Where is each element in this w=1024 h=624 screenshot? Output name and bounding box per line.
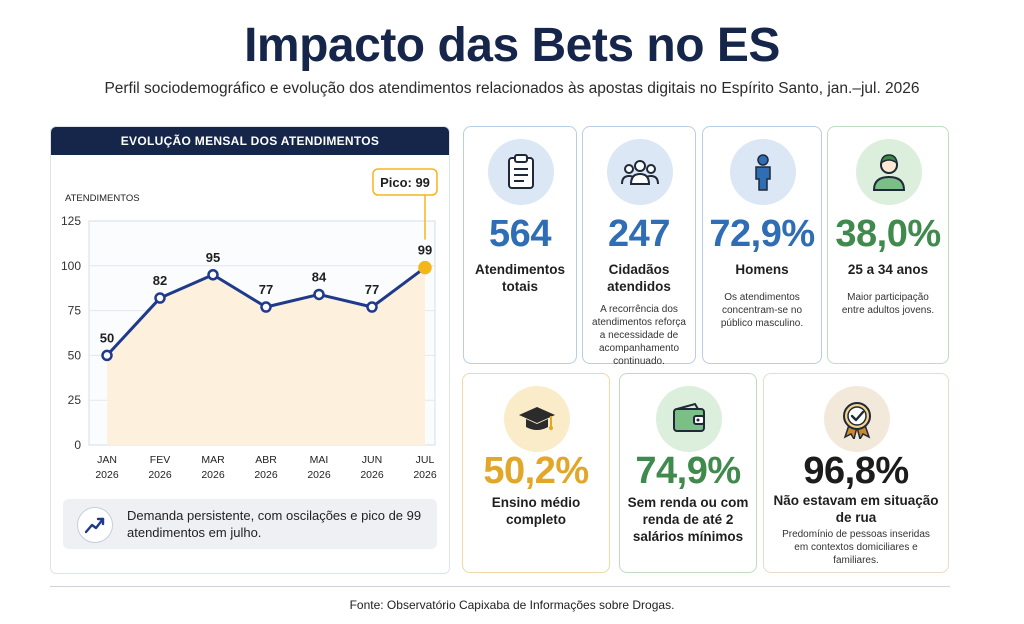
stat-value: 564 bbox=[489, 213, 551, 255]
data-label: 77 bbox=[365, 282, 379, 297]
x-tick-label: JUN bbox=[362, 454, 382, 466]
stat-card-escolaridade: 50,2% Ensino médio completo bbox=[462, 373, 610, 573]
stat-value: 50,2% bbox=[483, 450, 589, 492]
y-tick-label: 100 bbox=[61, 259, 81, 273]
y-tick-label: 125 bbox=[61, 214, 81, 228]
x-tick-label: ABR bbox=[255, 454, 277, 466]
stat-label: 25 a 34 anos bbox=[847, 262, 929, 277]
x-tick-label: MAI bbox=[310, 454, 329, 466]
data-label: 77 bbox=[259, 282, 273, 297]
data-label: 95 bbox=[206, 250, 220, 265]
stat-card-situacao-rua: 96,8% Não estavam em situação de rua Pre… bbox=[763, 373, 949, 573]
chart-note: Demanda persistente, com oscilações e pi… bbox=[63, 499, 437, 549]
x-tick-year-label: 2026 bbox=[148, 469, 172, 481]
footer-source: Fonte: Observatório Capixaba de Informaç… bbox=[349, 598, 675, 612]
x-tick-year-label: 2026 bbox=[254, 469, 278, 481]
stat-label: Sem renda ou com renda de até 2 salários… bbox=[627, 495, 749, 544]
stat-card-faixa-etaria: 38,0% 25 a 34 anos Maior participação en… bbox=[827, 126, 949, 364]
data-label: 84 bbox=[312, 269, 327, 284]
y-axis-label: ATENDIMENTOS bbox=[65, 193, 140, 204]
chart-panel: EVOLUÇÃO MENSAL DOS ATENDIMENTOS ATENDIM… bbox=[50, 126, 450, 574]
peak-callout-label: Pico: 99 bbox=[380, 175, 430, 190]
people-group-icon bbox=[607, 139, 673, 205]
footer-divider bbox=[50, 586, 950, 587]
page-title: Impacto das Bets no ES bbox=[244, 19, 780, 72]
line-chart: ATENDIMENTOS 0 25 50 75 100 125 Pico: 99 50 JAN 20… bbox=[61, 168, 438, 481]
stat-description: A recorrência dos atendimentos reforça a… bbox=[592, 304, 686, 367]
x-tick-label: MAR bbox=[201, 454, 225, 466]
x-tick-label: JUL bbox=[416, 454, 435, 466]
stat-card-renda: 74,9% Sem renda ou com renda de até 2 sa… bbox=[619, 373, 757, 573]
x-tick-year-label: 2026 bbox=[201, 469, 225, 481]
data-point bbox=[207, 269, 219, 281]
stat-value: 74,9% bbox=[635, 450, 741, 492]
data-point bbox=[366, 301, 378, 313]
data-point bbox=[313, 288, 325, 301]
y-tick-label: 50 bbox=[68, 348, 82, 362]
stat-label: Atendimentos totais bbox=[474, 262, 565, 294]
data-point bbox=[260, 301, 272, 313]
data-label: 82 bbox=[153, 273, 167, 288]
stat-label: Não estavam em situação de rua bbox=[773, 493, 939, 525]
x-tick-year-label: 2026 bbox=[95, 469, 119, 481]
young-adult-icon bbox=[856, 139, 922, 205]
data-point bbox=[418, 260, 432, 275]
clipboard-icon bbox=[488, 139, 554, 205]
stat-card-cidadaos: 247 Cidadãos atendidos A recorrência dos… bbox=[582, 126, 696, 367]
peak-callout-box bbox=[372, 168, 438, 196]
stat-card-atendimentos: 564 Atendimentos totais bbox=[463, 126, 577, 364]
y-tick-label: 0 bbox=[74, 438, 81, 452]
man-icon bbox=[730, 139, 796, 205]
stat-description: Predomínio de pessoas inseridas em conte… bbox=[782, 529, 930, 566]
stat-value: 96,8% bbox=[803, 450, 909, 492]
stat-description: Os atendimentos concentram-se no público… bbox=[720, 292, 804, 329]
stat-card-homens: 72,9% Homens Os atendimentos concentram-… bbox=[702, 126, 822, 364]
x-tick-label: JAN bbox=[97, 454, 117, 466]
page-subtitle: Perfil sociodemográfico e evolução dos a… bbox=[104, 80, 920, 97]
stat-value: 72,9% bbox=[709, 213, 815, 255]
graduation-cap-icon bbox=[504, 386, 570, 452]
x-tick-label: FEV bbox=[150, 454, 170, 466]
stat-value: 247 bbox=[608, 213, 670, 255]
stat-value: 38,0% bbox=[835, 213, 941, 255]
stat-label: Homens bbox=[735, 262, 789, 277]
data-point bbox=[101, 349, 113, 362]
x-tick-year-label: 2026 bbox=[360, 469, 384, 481]
y-tick-label: 25 bbox=[68, 393, 82, 407]
area-fill bbox=[107, 267, 425, 445]
chart-note-text: Demanda persistente, com oscilações e pi… bbox=[127, 508, 422, 540]
trend-up-icon bbox=[77, 507, 113, 543]
stat-label: Cidadãos atendidos bbox=[607, 262, 671, 294]
stat-label: Ensino médio completo bbox=[491, 495, 581, 527]
x-tick-year-label: 2026 bbox=[307, 469, 331, 481]
data-label: 99 bbox=[418, 243, 432, 258]
award-badge-icon bbox=[824, 386, 890, 452]
data-point bbox=[154, 292, 166, 304]
stat-description: Maior participação entre adultos jovens. bbox=[841, 292, 935, 316]
x-tick-year-label: 2026 bbox=[413, 469, 437, 481]
data-label: 50 bbox=[100, 330, 114, 345]
chart-header: EVOLUÇÃO MENSAL DOS ATENDIMENTOS bbox=[51, 127, 449, 155]
y-tick-label: 75 bbox=[68, 304, 82, 318]
wallet-icon bbox=[656, 386, 722, 452]
